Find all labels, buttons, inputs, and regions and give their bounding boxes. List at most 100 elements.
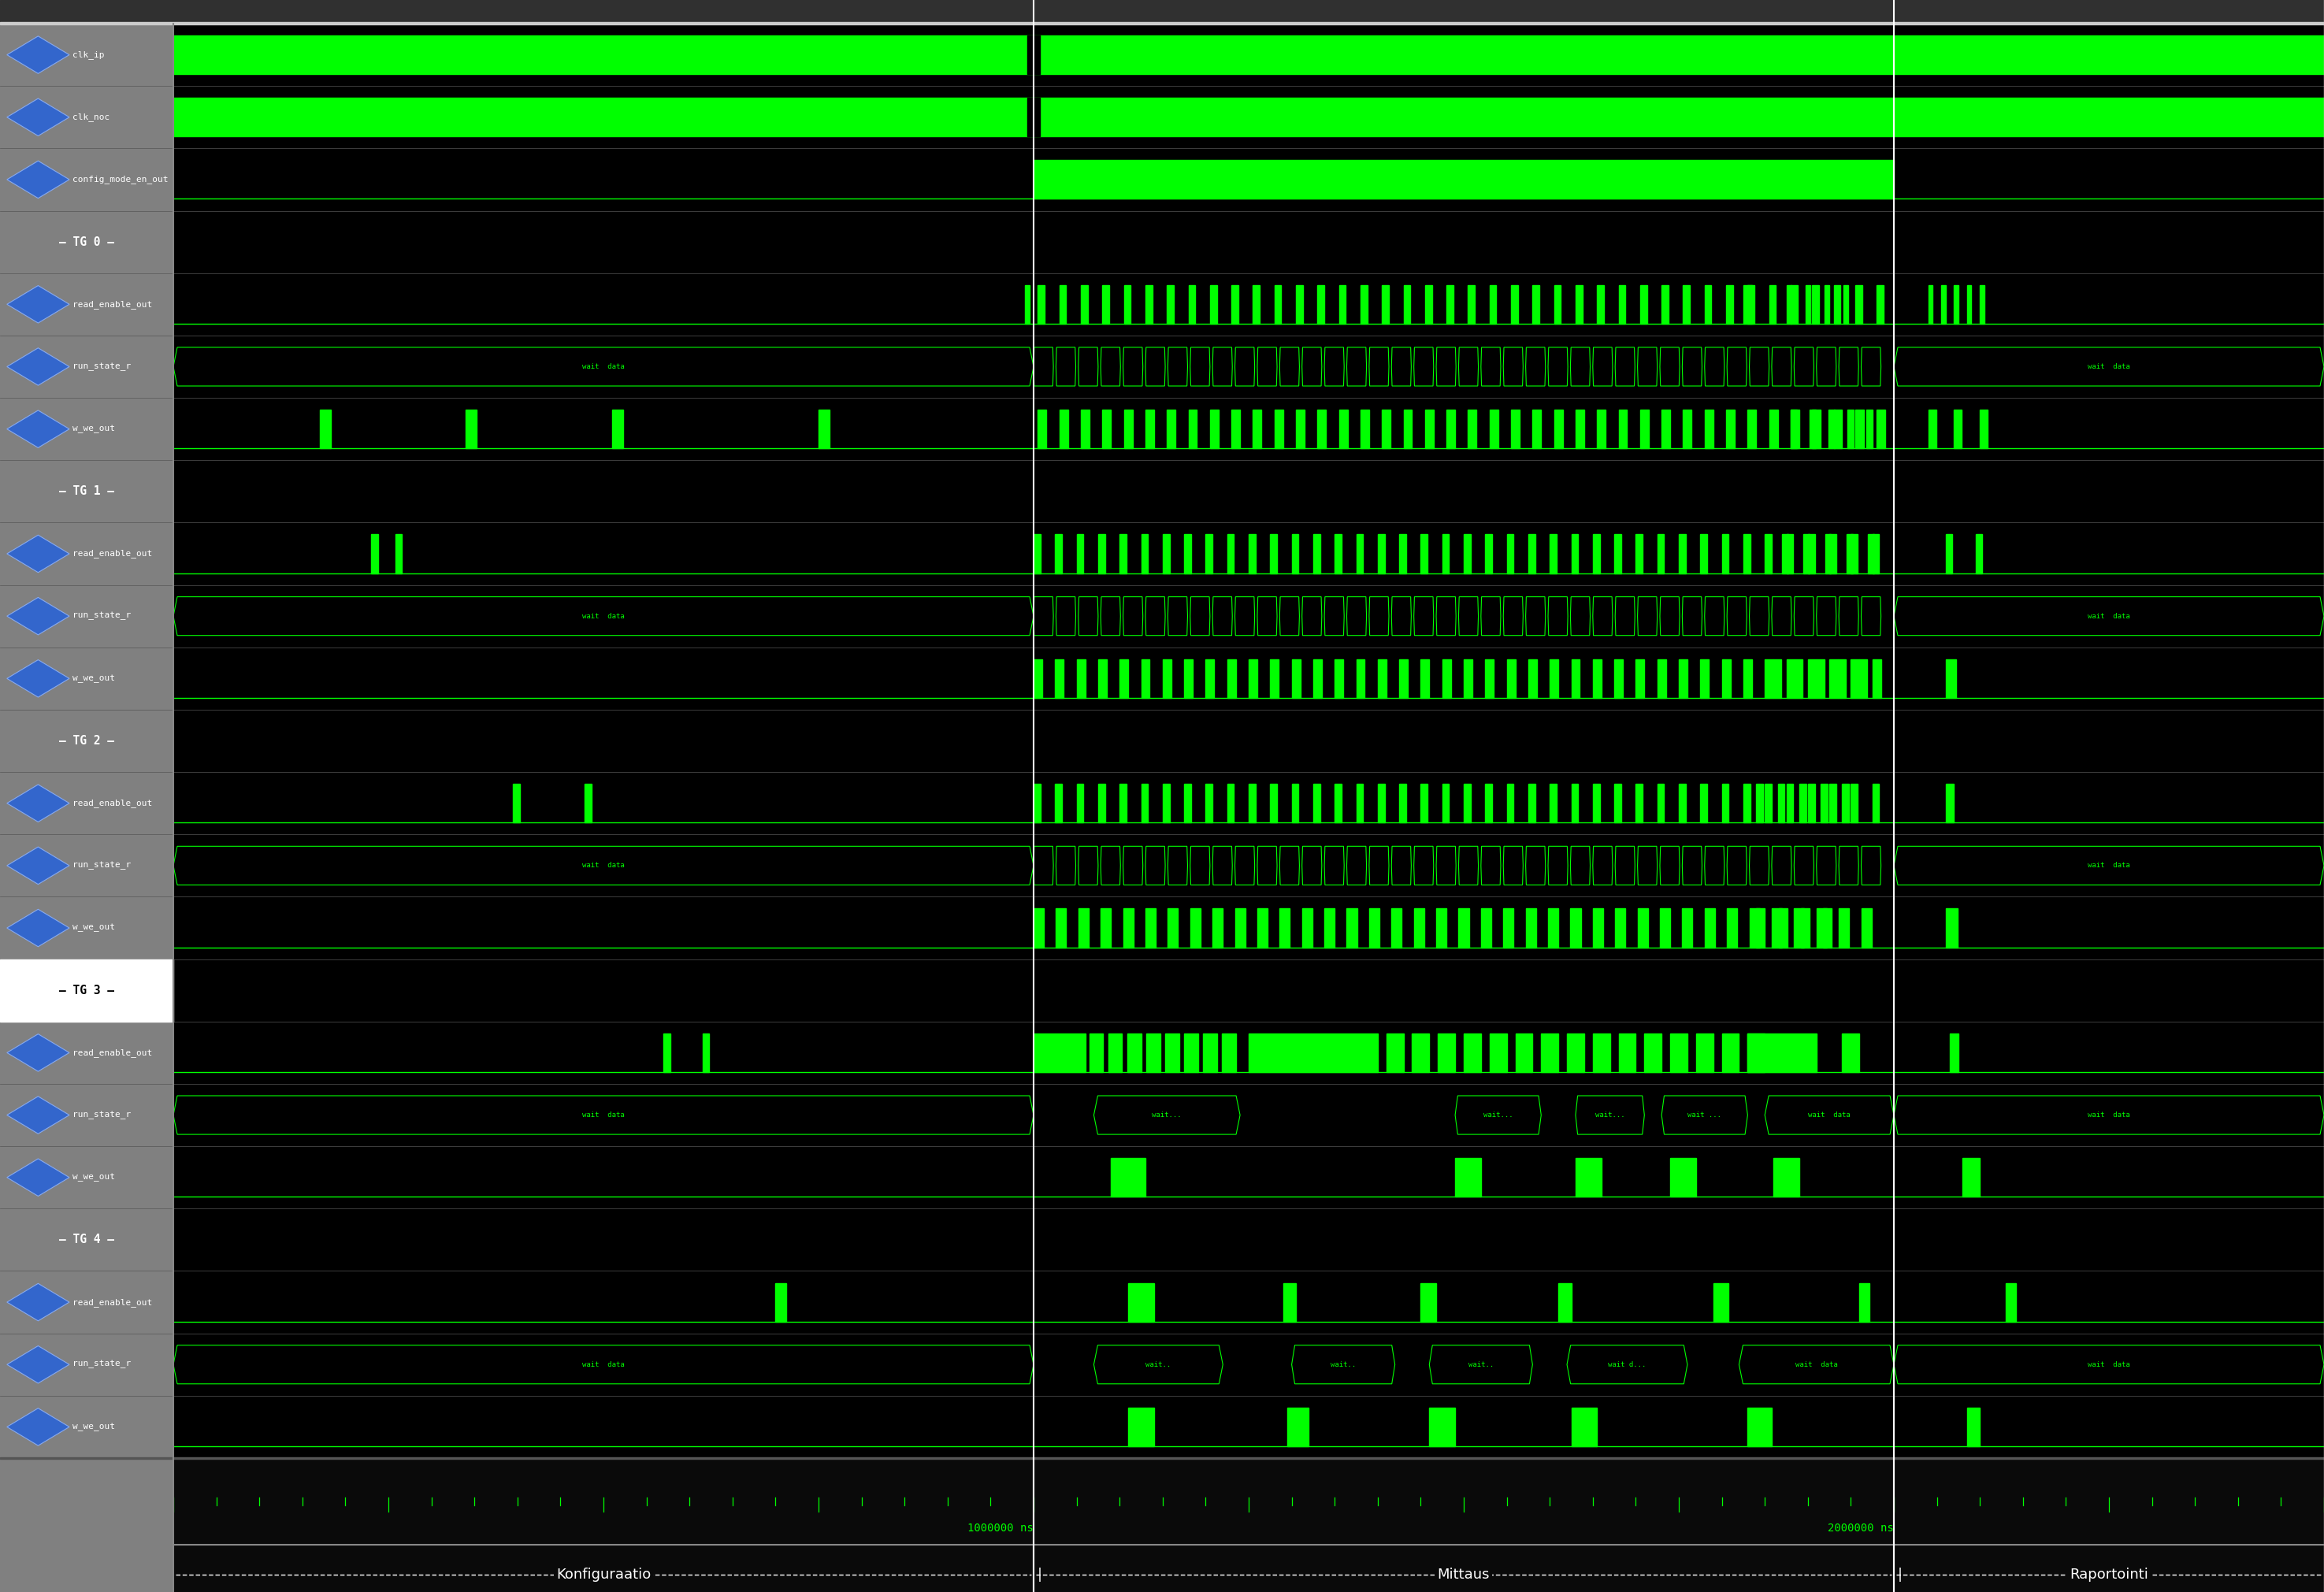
Bar [1641, 285, 1648, 323]
Bar [1334, 783, 1341, 823]
Text: clk_ip: clk_ip [72, 51, 105, 59]
Bar [1843, 285, 1848, 323]
Polygon shape [1703, 597, 1724, 635]
Bar [1490, 1033, 1506, 1071]
Bar [1764, 535, 1771, 573]
Bar [1550, 783, 1557, 823]
Bar [1703, 409, 1713, 449]
Bar [1945, 535, 1952, 573]
Polygon shape [1638, 847, 1657, 885]
Bar [1868, 535, 1873, 573]
Bar [1206, 659, 1213, 697]
Polygon shape [174, 347, 1034, 385]
Bar [818, 409, 830, 449]
Bar [1099, 659, 1106, 697]
Bar [1878, 409, 1885, 449]
Polygon shape [1838, 597, 1859, 635]
Bar [1773, 659, 1780, 697]
Bar [1167, 285, 1174, 323]
Bar [1873, 659, 1880, 697]
Text: wait ...: wait ... [1687, 1111, 1722, 1119]
Bar [1076, 659, 1085, 697]
Bar [1248, 1033, 1378, 1071]
Bar [1722, 1033, 1738, 1071]
Bar [1055, 909, 1067, 947]
Bar [0, 22, 2324, 24]
Text: wait  data: wait data [2087, 1111, 2131, 1119]
Bar [1829, 783, 1836, 823]
Bar [1102, 285, 1109, 323]
Text: Raportointi: Raportointi [2071, 1568, 2147, 1582]
Bar [1120, 535, 1127, 573]
Bar [1548, 909, 1559, 947]
Bar [1683, 409, 1692, 449]
Bar [1806, 285, 1810, 323]
Bar [1034, 909, 1043, 947]
Bar [1592, 1033, 1611, 1071]
Bar [1743, 535, 1750, 573]
Bar [1657, 659, 1666, 697]
Polygon shape [1703, 847, 1724, 885]
Polygon shape [1576, 1095, 1645, 1135]
Polygon shape [1146, 347, 1164, 385]
Bar [1039, 409, 1046, 449]
Bar [1227, 783, 1234, 823]
Text: — TG 1 —: — TG 1 — [58, 486, 114, 497]
Bar [1808, 659, 1817, 697]
Bar [2006, 1283, 2015, 1321]
Bar [1141, 659, 1150, 697]
Bar [1120, 659, 1127, 697]
Bar [1122, 909, 1134, 947]
Bar [1446, 409, 1455, 449]
Bar [174, 35, 2324, 75]
Bar [1950, 1033, 1959, 1071]
Bar [1659, 909, 1671, 947]
Text: run_state_r: run_state_r [72, 363, 130, 371]
Polygon shape [1659, 847, 1680, 885]
Polygon shape [1894, 597, 2324, 635]
Bar [1701, 659, 1708, 697]
Bar [1697, 1033, 1713, 1071]
Bar [1829, 535, 1836, 573]
Bar [1678, 783, 1685, 823]
Bar [1566, 1033, 1585, 1071]
Bar [1683, 909, 1692, 947]
Bar [1413, 909, 1425, 947]
Bar [1555, 409, 1562, 449]
Bar [1541, 1033, 1559, 1071]
Polygon shape [7, 161, 70, 199]
Bar [1550, 659, 1559, 697]
Polygon shape [1659, 347, 1680, 385]
Polygon shape [1392, 597, 1411, 635]
Text: — TG 4 —: — TG 4 — [58, 1234, 114, 1245]
Polygon shape [1615, 597, 1634, 635]
Text: w_we_out: w_we_out [72, 425, 116, 433]
Bar [1850, 783, 1857, 823]
Bar [372, 535, 379, 573]
Polygon shape [1480, 847, 1501, 885]
Polygon shape [1190, 847, 1211, 885]
Polygon shape [7, 349, 70, 385]
Polygon shape [1504, 847, 1522, 885]
Polygon shape [1794, 847, 1813, 885]
Polygon shape [174, 1095, 1034, 1135]
Bar [1227, 659, 1236, 697]
Bar [1929, 285, 1934, 323]
Bar [1829, 409, 1834, 449]
Text: |: | [1037, 1568, 1041, 1582]
Bar [1722, 535, 1729, 573]
Polygon shape [1234, 597, 1255, 635]
Polygon shape [1750, 347, 1769, 385]
Polygon shape [1413, 597, 1434, 635]
Bar [1185, 1033, 1197, 1071]
Bar [1334, 535, 1341, 573]
Polygon shape [1102, 847, 1120, 885]
Polygon shape [1190, 597, 1211, 635]
Bar [1773, 1157, 1799, 1197]
Text: wait  data: wait data [583, 613, 625, 619]
Bar [1076, 535, 1083, 573]
Bar [1211, 409, 1218, 449]
Bar [1357, 535, 1364, 573]
Bar [1703, 909, 1715, 947]
Polygon shape [1213, 347, 1232, 385]
